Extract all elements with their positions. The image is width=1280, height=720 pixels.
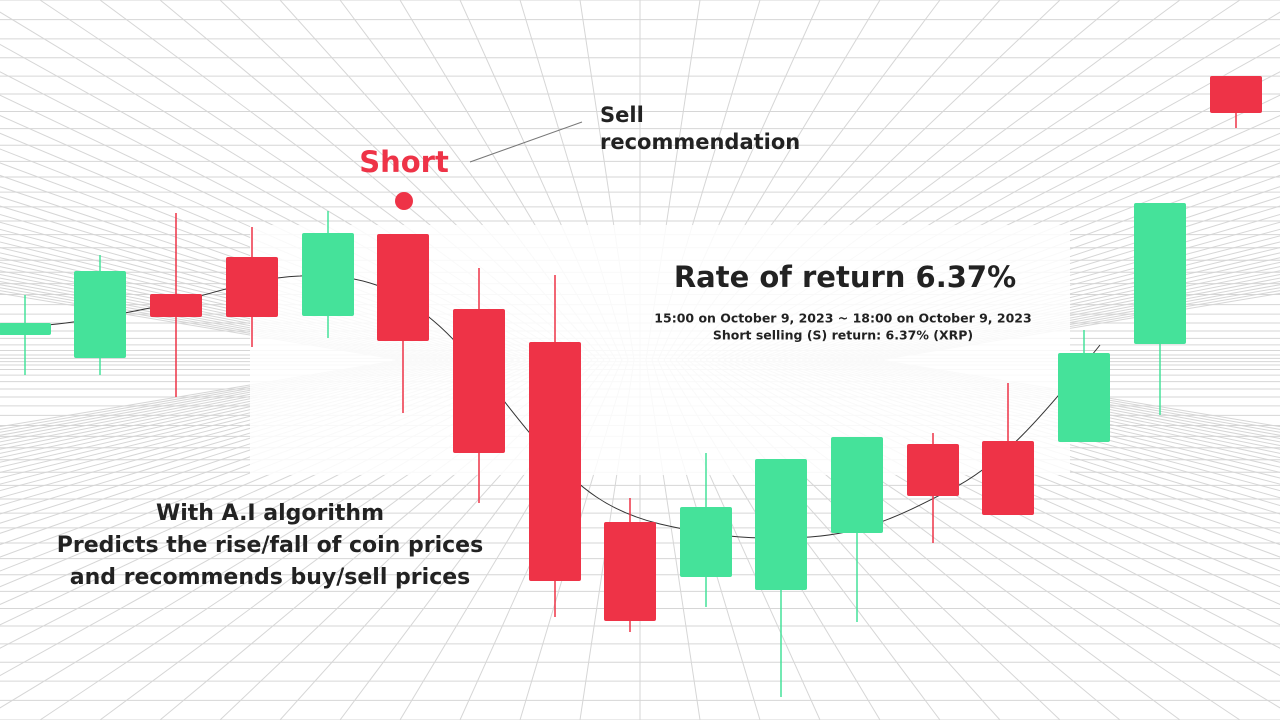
grid-ray <box>0 359 407 430</box>
candle-body <box>1210 76 1262 113</box>
candle-body <box>226 257 278 317</box>
candle-body <box>377 234 429 341</box>
candle-body <box>74 271 126 358</box>
grid-ray <box>849 359 1280 443</box>
candle-body <box>982 441 1034 515</box>
grid-ray <box>0 290 407 361</box>
grid-ray <box>861 284 1280 361</box>
grid-ray <box>825 261 1280 361</box>
grid-ray <box>0 359 413 433</box>
grid-ray <box>0 359 461 463</box>
result-title: Rate of return 6.37% <box>674 260 1016 294</box>
grid-ray <box>0 359 437 446</box>
grid-ray <box>0 247 473 361</box>
grid-ray <box>843 359 1280 446</box>
grid-ray <box>0 359 479 479</box>
grid-ray <box>867 287 1280 361</box>
signal-dot <box>395 192 413 210</box>
grid-ray <box>831 359 1280 454</box>
candle-body <box>1134 203 1186 344</box>
grid-ray <box>813 252 1280 361</box>
candle-body <box>529 342 581 581</box>
grid-ray <box>861 359 1280 436</box>
grid-ray <box>819 257 1280 361</box>
candle-body <box>0 323 51 335</box>
grid-ray <box>873 290 1280 361</box>
grid-ray <box>0 359 425 440</box>
grid-ray <box>879 359 1280 428</box>
candle-body <box>1058 353 1110 442</box>
grid-ray <box>0 359 455 459</box>
result-detail: Short selling (S) return: 6.37% (XRP) <box>713 328 973 343</box>
grid-ray <box>837 359 1280 450</box>
candle-body <box>907 444 959 496</box>
grid-ray <box>0 252 467 361</box>
result-period: 15:00 on October 9, 2023 ~ 18:00 on Octo… <box>654 311 1031 326</box>
grid-ray <box>0 359 431 443</box>
grid-ray <box>873 359 1280 430</box>
signal-label: Short <box>359 145 449 179</box>
callout-pointer <box>469 121 583 163</box>
grid-ray <box>0 359 473 473</box>
grid-ray <box>0 274 437 361</box>
candle-body <box>150 294 202 317</box>
candle-body <box>302 233 354 316</box>
candle-body <box>453 309 505 453</box>
callout-text: Sell <box>600 103 644 127</box>
grid-ray <box>0 270 443 361</box>
grid-ray <box>0 359 467 468</box>
candle-body <box>604 522 656 621</box>
grid-ray <box>0 292 401 361</box>
candle-body <box>831 437 883 533</box>
grid-ray <box>0 359 449 454</box>
grid-ray <box>879 292 1280 361</box>
tagline: and recommends buy/sell prices <box>70 565 471 590</box>
grid-ray <box>855 359 1280 440</box>
grid-ray <box>831 266 1280 361</box>
candle-body <box>680 507 732 577</box>
candle-body <box>755 459 807 590</box>
tagline: Predicts the rise/fall of coin prices <box>57 533 483 558</box>
grid-ray <box>0 359 443 450</box>
callout-text: recommendation <box>600 130 800 154</box>
grid-ray <box>0 359 419 436</box>
grid-ray <box>0 359 401 428</box>
tagline: With A.I algorithm <box>156 501 384 526</box>
grid-ray <box>867 359 1280 433</box>
candles <box>0 76 1262 697</box>
grid-ray <box>0 287 413 361</box>
